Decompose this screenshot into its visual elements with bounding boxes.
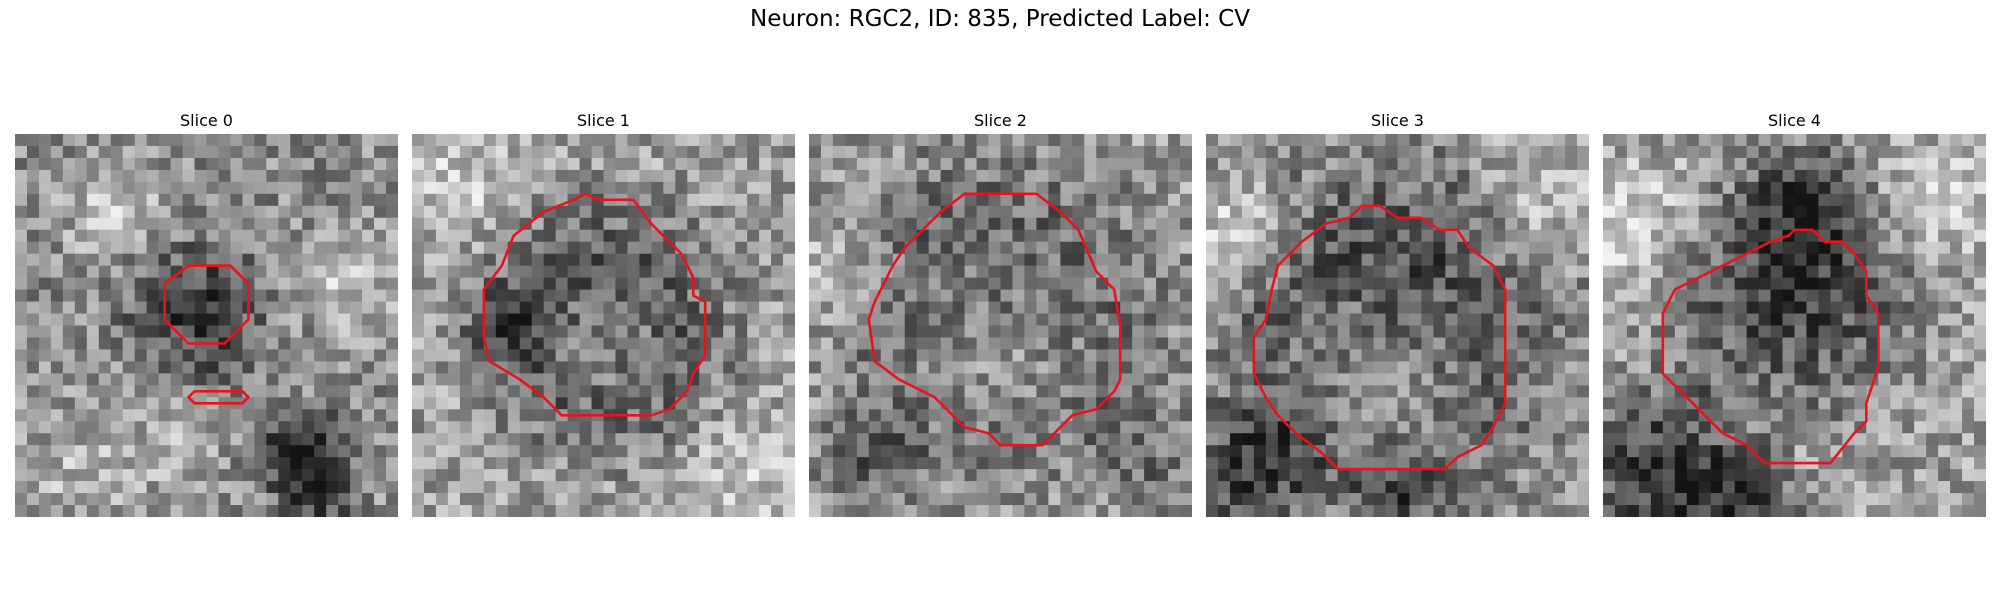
slice-image [809, 134, 1192, 517]
segmentation-contour [187, 389, 250, 405]
pixel-grid [1206, 134, 1589, 517]
slice-image [1206, 134, 1589, 517]
slice-title: Slice 3 [1371, 111, 1424, 130]
micrograph-svg [809, 134, 1192, 517]
micrograph-svg [15, 134, 398, 517]
slice-title: Slice 2 [974, 111, 1027, 130]
figure-title: Neuron: RGC2, ID: 835, Predicted Label: … [750, 6, 1250, 32]
pixel-grid [1603, 134, 1986, 517]
slice-image [412, 134, 795, 517]
pixel-grid [412, 134, 795, 517]
segmentation-contour [163, 264, 250, 345]
micrograph-svg [412, 134, 795, 517]
micrograph-svg [1206, 134, 1589, 517]
segmentation-contour [1661, 228, 1880, 465]
micrograph-svg [1603, 134, 1986, 517]
slice-panel-4: Slice 4 [1603, 108, 1986, 517]
slice-panel-3: Slice 3 [1206, 108, 1589, 517]
segmentation-contour [482, 192, 707, 417]
slice-panel-1: Slice 1 [412, 108, 795, 517]
slice-title: Slice 0 [180, 111, 233, 130]
segmentation-contour [1252, 204, 1507, 471]
slice-image [15, 134, 398, 517]
pixel-grid [15, 134, 398, 517]
slice-title: Slice 1 [577, 111, 630, 130]
pixel-grid [809, 134, 1192, 517]
slice-image [1603, 134, 1986, 517]
slice-panel-2: Slice 2 [809, 108, 1192, 517]
slice-title: Slice 4 [1768, 111, 1821, 130]
segmentation-contour [867, 192, 1122, 447]
slice-panel-0: Slice 0 [15, 108, 398, 517]
